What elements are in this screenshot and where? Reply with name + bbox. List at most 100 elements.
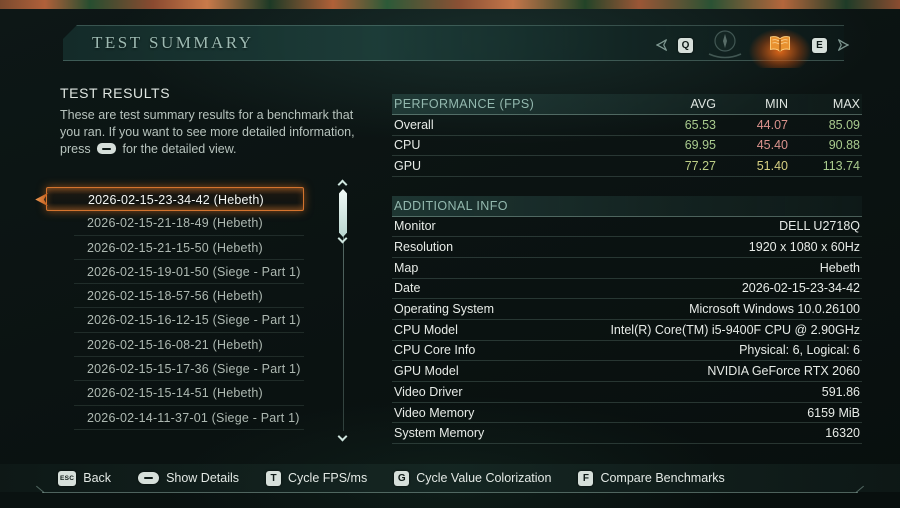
- result-list-item[interactable]: 2026-02-15-16-12-15 (Siege - Part 1): [46, 308, 304, 334]
- result-list-item[interactable]: 2026-02-15-16-08-21 (Hebeth): [46, 333, 304, 358]
- action-key-badge: G: [394, 470, 410, 486]
- info-row-label: System Memory: [394, 426, 485, 441]
- next-tab-key-badge[interactable]: E: [812, 37, 827, 53]
- performance-rows: Overall 65.53 44.07 85.09 CPU 69.95 45.40 90…: [392, 115, 862, 177]
- scrollbar-top-ornament: [337, 179, 348, 190]
- summary-panel: TEST SUMMARY Q E: [0, 9, 900, 508]
- performance-value: 85.09: [828, 117, 860, 132]
- info-row-value: NVIDIA GeForce RTX 2060: [707, 364, 860, 379]
- results-description: These are test summary results for a ben…: [60, 107, 372, 158]
- footer-action[interactable]: Show Details: [138, 471, 239, 485]
- tab-test-summary-book[interactable]: [749, 26, 811, 68]
- info-row-value: Hebeth: [819, 260, 860, 275]
- description-text-1: These are test summary results for a ben…: [60, 108, 355, 156]
- performance-row-label: Overall: [394, 117, 434, 132]
- results-section-title: TEST RESULTS: [60, 85, 171, 101]
- info-row-label: Monitor: [394, 219, 436, 234]
- description-text-2: for the detailed view.: [122, 142, 237, 156]
- footer-action[interactable]: F Compare Benchmarks: [578, 470, 725, 486]
- info-row-label: Resolution: [394, 240, 454, 255]
- performance-value: 44.07: [756, 117, 788, 132]
- info-row-value: Physical: 6, Logical: 6: [739, 343, 860, 358]
- action-label: Cycle Value Colorization: [416, 471, 552, 485]
- info-row-value: 16320: [825, 426, 860, 441]
- scrollbar-thumb[interactable]: [339, 189, 347, 237]
- footer-action[interactable]: G Cycle Value Colorization: [394, 470, 552, 486]
- action-label: Back: [83, 471, 112, 485]
- scrollbar-bottom-ornament: [337, 431, 348, 442]
- action-key-badge: F: [578, 470, 594, 486]
- result-label: 2026-02-15-23-34-42 (Hebeth): [88, 193, 264, 207]
- result-list-item[interactable]: 2026-02-15-15-17-36 (Siege - Part 1): [46, 357, 304, 382]
- info-row-value: 1920 x 1080 x 60Hz: [748, 240, 860, 255]
- action-key-badge: [138, 472, 160, 484]
- performance-value: 69.95: [684, 138, 716, 153]
- result-list-item[interactable]: 2026-02-15-19-01-50 (Siege - Part 1): [46, 260, 304, 285]
- result-list-item[interactable]: 2026-02-15-21-15-50 (Hebeth): [46, 236, 304, 261]
- info-row-label: CPU Core Info: [394, 343, 476, 358]
- info-row-value: 6159 MiB: [807, 405, 860, 420]
- footer-action[interactable]: ESC Back: [58, 470, 112, 486]
- performance-value: 51.40: [756, 158, 788, 173]
- info-row-label: Date: [394, 281, 421, 296]
- result-list: 2026-02-15-23-34-42 (Hebeth) 2026-02-15-…: [46, 187, 304, 431]
- info-row: CPU Core Info Physical: 6, Logical: 6: [392, 341, 862, 362]
- info-row-value: 591.86: [821, 384, 860, 399]
- result-label: 2026-02-15-21-18-49 (Hebeth): [87, 216, 263, 231]
- info-row-value: 2026-02-15-23-34-42: [741, 281, 860, 296]
- prev-tab-key-badge[interactable]: Q: [678, 37, 693, 53]
- info-row: CPU Model Intel(R) Core(TM) i5-9400F CPU…: [392, 320, 862, 341]
- info-row: GPU Model NVIDIA GeForce RTX 2060: [392, 361, 862, 382]
- info-row-value: DELL U2718Q: [779, 219, 860, 234]
- additional-info-rows: Monitor DELL U2718Q Resolution 1920 x 10…: [392, 217, 862, 445]
- result-list-item[interactable]: 2026-02-15-23-34-42 (Hebeth): [46, 187, 304, 212]
- result-label: 2026-02-15-16-08-21 (Hebeth): [87, 337, 263, 352]
- result-list-item[interactable]: 2026-02-15-18-57-56 (Hebeth): [46, 284, 304, 309]
- performance-column-header: MIN: [765, 97, 788, 111]
- additional-info-header-row: ADDITIONAL INFO: [392, 195, 862, 217]
- result-label: 2026-02-15-18-57-56 (Hebeth): [87, 289, 263, 304]
- info-row-label: Map: [394, 260, 419, 275]
- performance-column-header: AVG: [690, 97, 716, 111]
- game-scene-backdrop: [0, 0, 900, 9]
- performance-row: CPU 69.95 45.40 90.88: [392, 136, 862, 156]
- tab-benchmark-compass[interactable]: [702, 28, 748, 62]
- result-list-item[interactable]: 2026-02-15-15-14-51 (Hebeth): [46, 381, 304, 406]
- footer-action-bar: ESC Back Show Details T Cycle FPS/ms G C…: [0, 464, 900, 492]
- action-label: Cycle FPS/ms: [288, 471, 368, 485]
- next-tab-arrow-icon: [838, 39, 849, 51]
- tab-strip: Q E: [655, 26, 850, 68]
- result-label: 2026-02-15-16-12-15 (Siege - Part 1): [87, 313, 301, 328]
- action-key-badge: ESC: [58, 470, 77, 486]
- performance-value: 45.40: [756, 138, 788, 153]
- result-list-item[interactable]: 2026-02-15-21-18-49 (Hebeth): [46, 211, 304, 236]
- open-book-icon: [770, 36, 790, 53]
- performance-value: 113.74: [822, 158, 860, 173]
- info-row: Resolution 1920 x 1080 x 60Hz: [392, 237, 862, 258]
- performance-row: Overall 65.53 44.07 85.09: [392, 115, 862, 136]
- footer-action[interactable]: T Cycle FPS/ms: [266, 470, 368, 486]
- info-row-label: CPU Model: [394, 322, 458, 337]
- info-row-label: GPU Model: [394, 364, 459, 379]
- additional-info-section-title: ADDITIONAL INFO: [394, 198, 508, 213]
- result-label: 2026-02-15-15-17-36 (Siege - Part 1): [87, 362, 301, 377]
- info-row-value: Intel(R) Core(TM) i5-9400F CPU @ 2.90GHz: [610, 322, 860, 337]
- result-label: 2026-02-14-11-37-01 (Siege - Part 1): [87, 410, 300, 425]
- performance-value: 77.27: [684, 158, 716, 173]
- action-key-badge: T: [266, 470, 282, 486]
- performance-section-title: PERFORMANCE (FPS): [394, 97, 535, 111]
- action-label: Compare Benchmarks: [600, 471, 725, 485]
- info-row: Date 2026-02-15-23-34-42: [392, 279, 862, 300]
- compass-icon: [708, 30, 742, 59]
- scrollbar-thumb-ornament: [337, 233, 348, 244]
- result-label: 2026-02-15-15-14-51 (Hebeth): [87, 386, 263, 401]
- footer-border-line: [42, 492, 858, 493]
- result-list-item[interactable]: 2026-02-14-11-37-01 (Siege - Part 1): [46, 406, 304, 431]
- page-title: TEST SUMMARY: [92, 33, 254, 52]
- details-column: PERFORMANCE (FPS) AVG MIN MAX Overall 65.5…: [392, 94, 862, 445]
- header-band: [63, 25, 844, 61]
- info-row: Operating System Microsoft Windows 10.0.…: [392, 299, 862, 320]
- scrollbar-track[interactable]: [343, 191, 344, 431]
- performance-value: 90.88: [828, 138, 860, 153]
